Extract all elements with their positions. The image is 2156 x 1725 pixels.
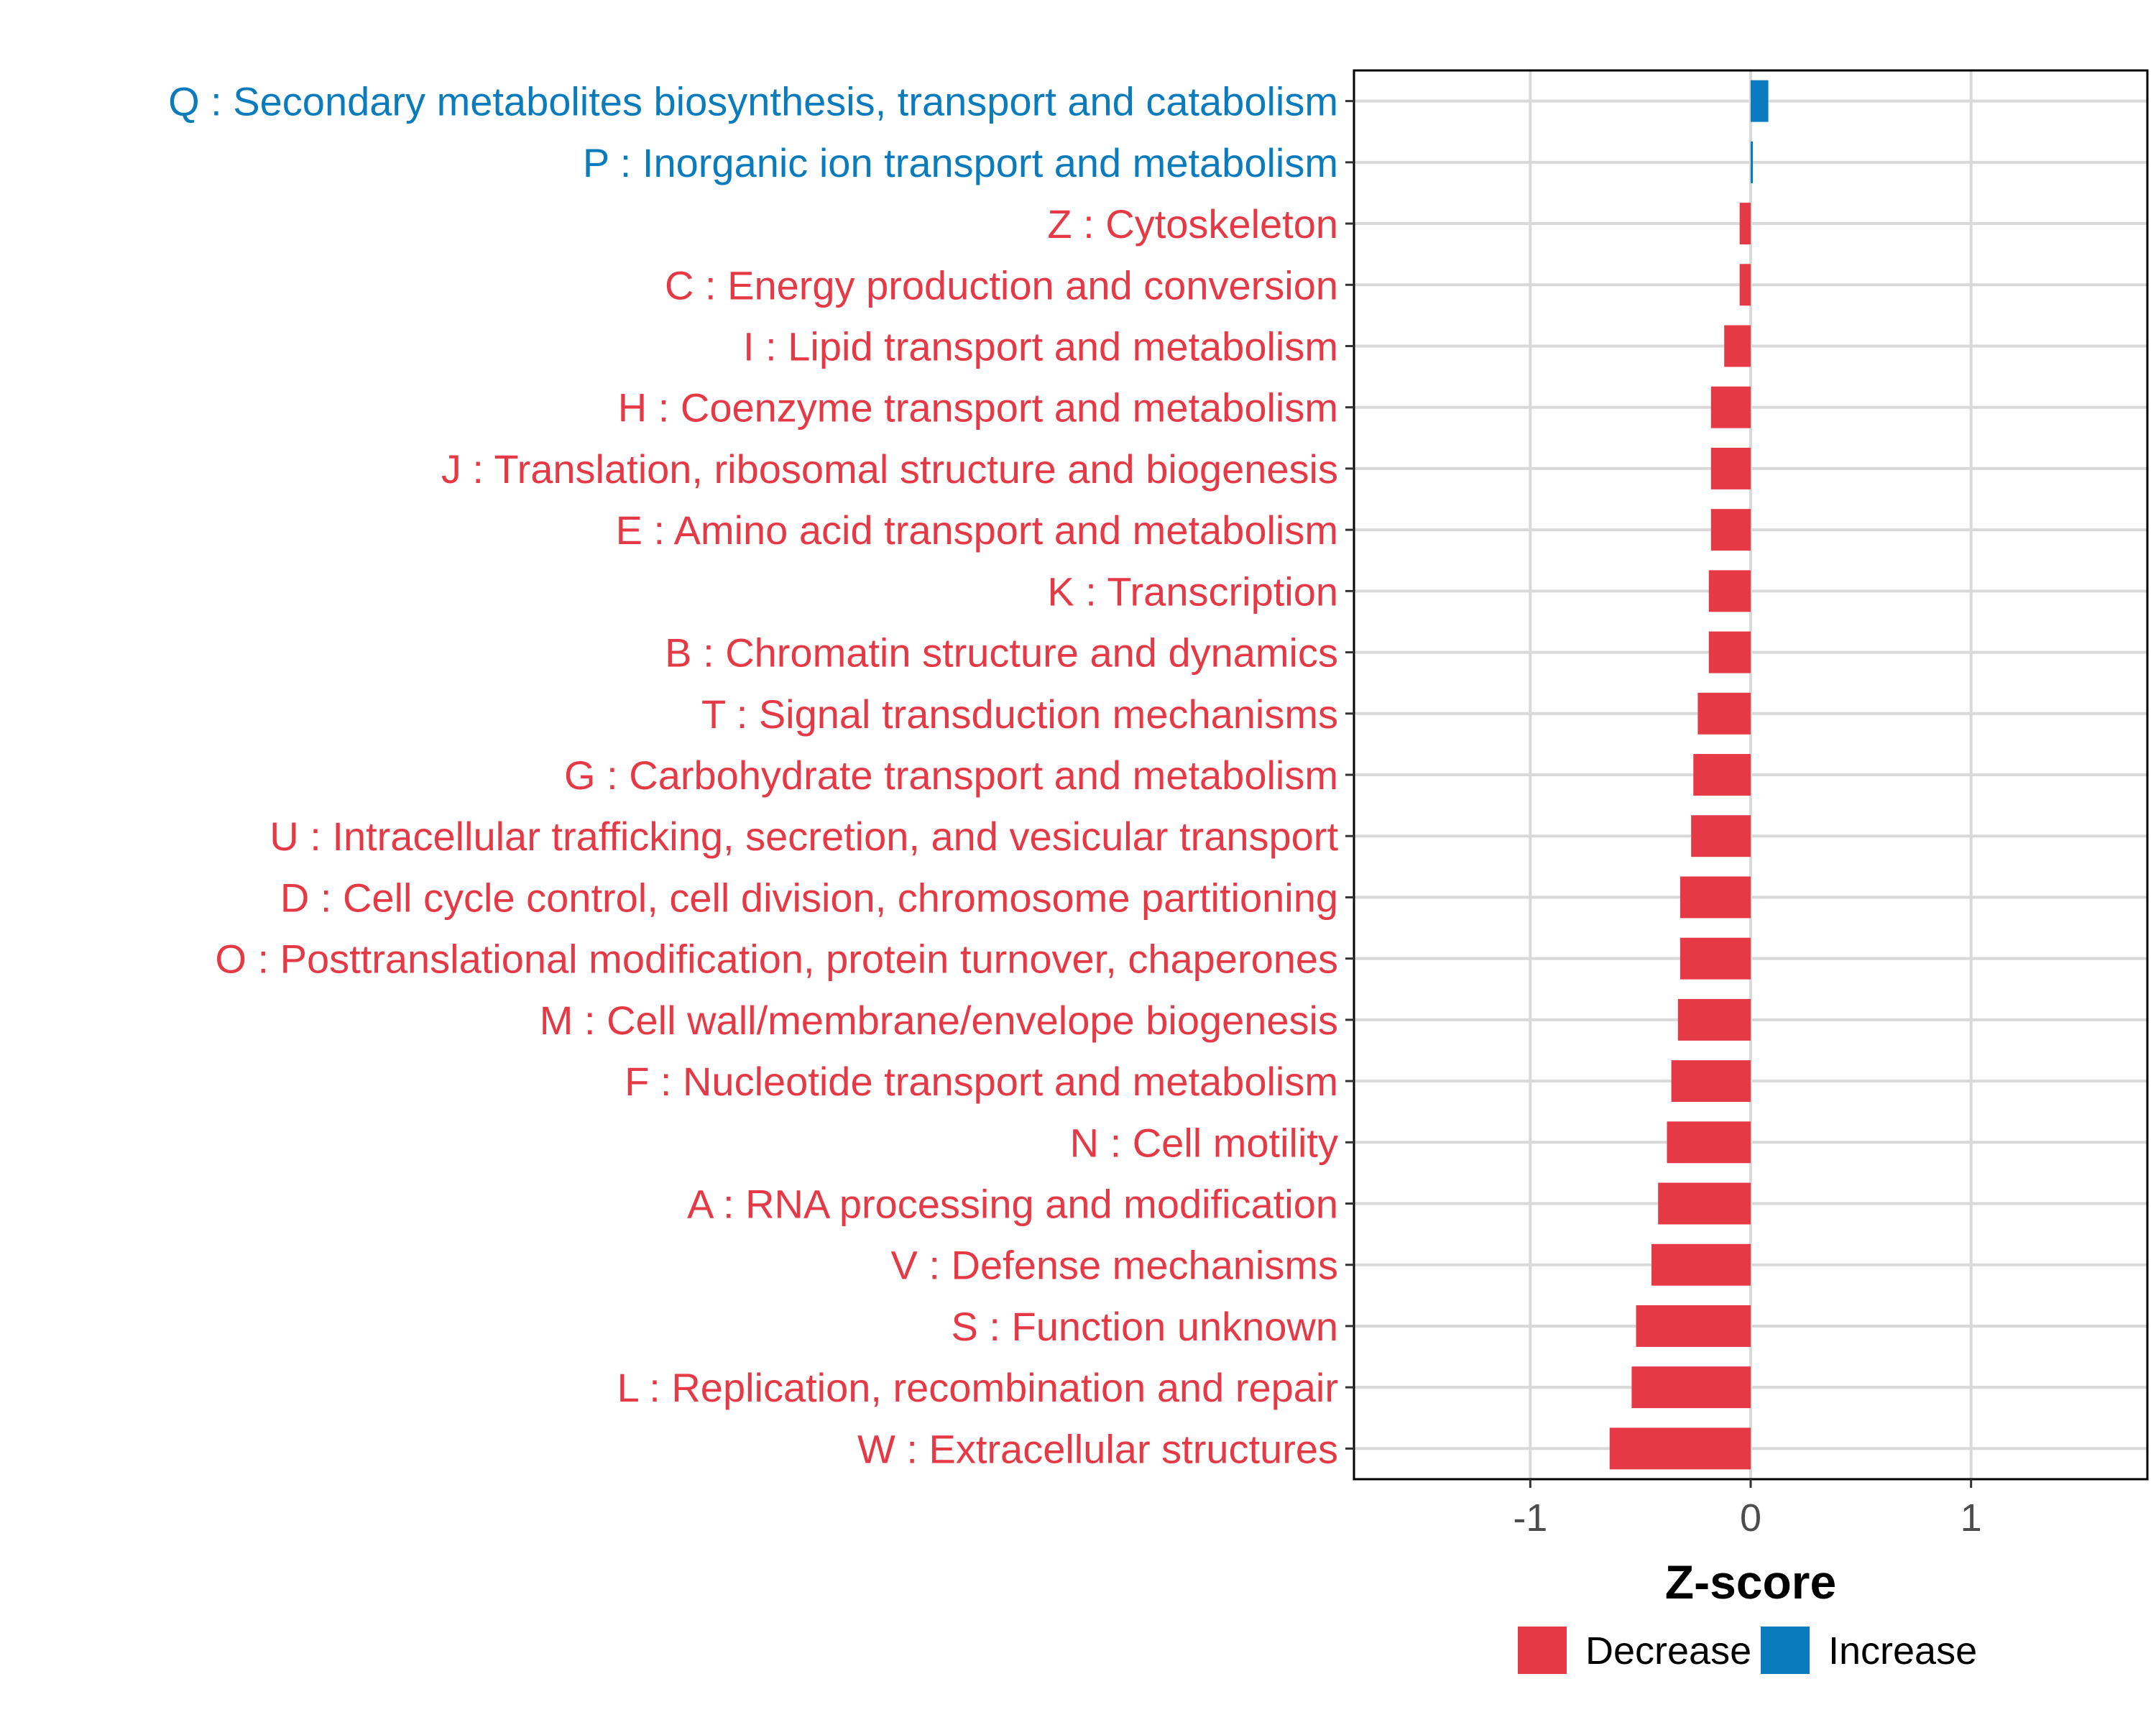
category-label: I : Lipid transport and metabolism — [743, 323, 1338, 369]
bar — [1710, 447, 1751, 489]
category-label: H : Coenzyme transport and metabolism — [618, 385, 1338, 431]
category-label: C : Energy production and conversion — [665, 262, 1338, 308]
category-label: M : Cell wall/membrane/envelope biogenes… — [540, 998, 1338, 1043]
category-label: E : Amino acid transport and metabolism — [616, 507, 1338, 553]
category-label: A : RNA processing and modification — [687, 1182, 1338, 1227]
bar — [1609, 1427, 1751, 1470]
legend-label: Decrease — [1585, 1629, 1751, 1673]
bar — [1693, 754, 1751, 796]
category-label: B : Chromatin structure and dynamics — [665, 630, 1338, 676]
category-label: W : Extracellular structures — [857, 1426, 1338, 1471]
category-label: Z : Cytoskeleton — [1047, 201, 1338, 247]
bar — [1680, 876, 1751, 919]
bar — [1739, 264, 1751, 306]
legend-key — [1518, 1627, 1567, 1674]
category-label: F : Nucleotide transport and metabolism — [625, 1059, 1338, 1104]
bar — [1658, 1182, 1751, 1225]
bars-layer — [1609, 80, 1769, 1470]
category-label: V : Defense mechanisms — [891, 1243, 1338, 1288]
x-axis: -1 0 1 — [1513, 1479, 1982, 1540]
bar — [1724, 325, 1751, 367]
category-label: L : Replication, recombination and repai… — [617, 1365, 1338, 1410]
category-label: N : Cell motility — [1070, 1120, 1338, 1165]
category-label: U : Intracellular trafficking, secretion… — [270, 814, 1338, 859]
bar — [1651, 1243, 1751, 1286]
category-label: Q : Secondary metabolites biosynthesis, … — [168, 79, 1338, 124]
bar — [1697, 692, 1751, 735]
category-label: T : Signal transduction mechanisms — [701, 691, 1338, 737]
bar — [1751, 141, 1754, 183]
bar — [1708, 570, 1751, 612]
category-label: J : Translation, ribosomal structure and… — [441, 446, 1338, 492]
legend-key — [1761, 1627, 1810, 1674]
y-axis: Q : Secondary metabolites biosynthesis, … — [168, 79, 1354, 1471]
bar — [1636, 1305, 1751, 1347]
bar — [1691, 815, 1751, 857]
x-axis-title: Z-score — [1665, 1555, 1836, 1609]
bar — [1739, 203, 1751, 245]
x-tick-label: 0 — [1740, 1496, 1761, 1540]
category-label: D : Cell cycle control, cell division, c… — [280, 875, 1338, 920]
bar — [1631, 1366, 1751, 1409]
legend: Decrease Increase — [1518, 1627, 1977, 1674]
category-label: O : Posttranslational modification, prot… — [215, 937, 1338, 982]
category-label: G : Carbohydrate transport and metabolis… — [564, 753, 1338, 798]
category-label: K : Transcription — [1047, 569, 1338, 614]
category-label: S : Function unknown — [951, 1304, 1338, 1349]
bar — [1710, 509, 1751, 551]
x-tick-label: 1 — [1961, 1496, 1982, 1540]
x-tick-label: -1 — [1513, 1496, 1547, 1540]
bar — [1708, 631, 1751, 673]
bar — [1671, 1060, 1751, 1103]
bar — [1667, 1121, 1751, 1164]
bar — [1710, 386, 1751, 428]
legend-label: Increase — [1828, 1629, 1977, 1673]
category-label: P : Inorganic ion transport and metaboli… — [583, 140, 1338, 185]
bar — [1751, 80, 1769, 122]
bar — [1680, 937, 1751, 980]
bar — [1677, 998, 1751, 1041]
